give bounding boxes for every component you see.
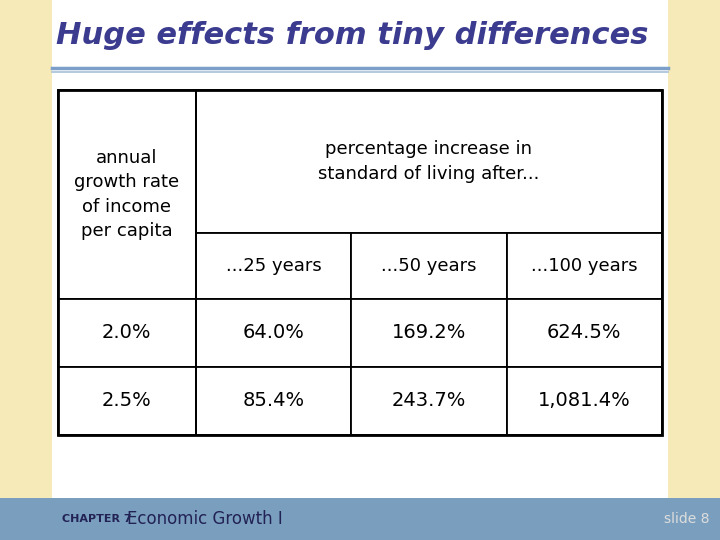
Bar — [351, 233, 507, 299]
Text: Economic Growth I: Economic Growth I — [127, 510, 283, 528]
Bar — [668, 0, 720, 540]
Bar — [0, 498, 720, 540]
Text: 64.0%: 64.0% — [243, 323, 305, 342]
Text: ...25 years: ...25 years — [225, 257, 321, 275]
Bar — [58, 299, 196, 367]
Text: percentage increase in
standard of living after...: percentage increase in standard of livin… — [318, 140, 539, 183]
Bar — [196, 233, 351, 299]
Bar — [58, 90, 662, 435]
Text: 85.4%: 85.4% — [243, 392, 305, 410]
Text: 1,081.4%: 1,081.4% — [538, 392, 631, 410]
Text: slide 8: slide 8 — [665, 512, 710, 526]
Bar — [196, 299, 351, 367]
Bar — [196, 367, 351, 435]
Bar — [507, 233, 662, 299]
Text: 169.2%: 169.2% — [392, 323, 466, 342]
Bar — [0, 0, 52, 540]
Text: 624.5%: 624.5% — [547, 323, 621, 342]
Bar — [351, 367, 507, 435]
Text: ...50 years: ...50 years — [381, 257, 477, 275]
Text: ...100 years: ...100 years — [531, 257, 638, 275]
Text: 2.0%: 2.0% — [102, 323, 152, 342]
Bar — [58, 90, 196, 299]
Text: CHAPTER 7: CHAPTER 7 — [62, 514, 132, 524]
Bar — [58, 367, 196, 435]
Text: annual
growth rate
of income
per capita: annual growth rate of income per capita — [74, 149, 179, 240]
Bar — [196, 90, 662, 233]
Bar — [507, 299, 662, 367]
Text: 243.7%: 243.7% — [392, 392, 466, 410]
Text: Huge effects from tiny differences: Huge effects from tiny differences — [56, 21, 649, 50]
Bar — [351, 299, 507, 367]
Bar — [52, 0, 668, 540]
Text: 2.5%: 2.5% — [102, 392, 152, 410]
Bar — [507, 367, 662, 435]
